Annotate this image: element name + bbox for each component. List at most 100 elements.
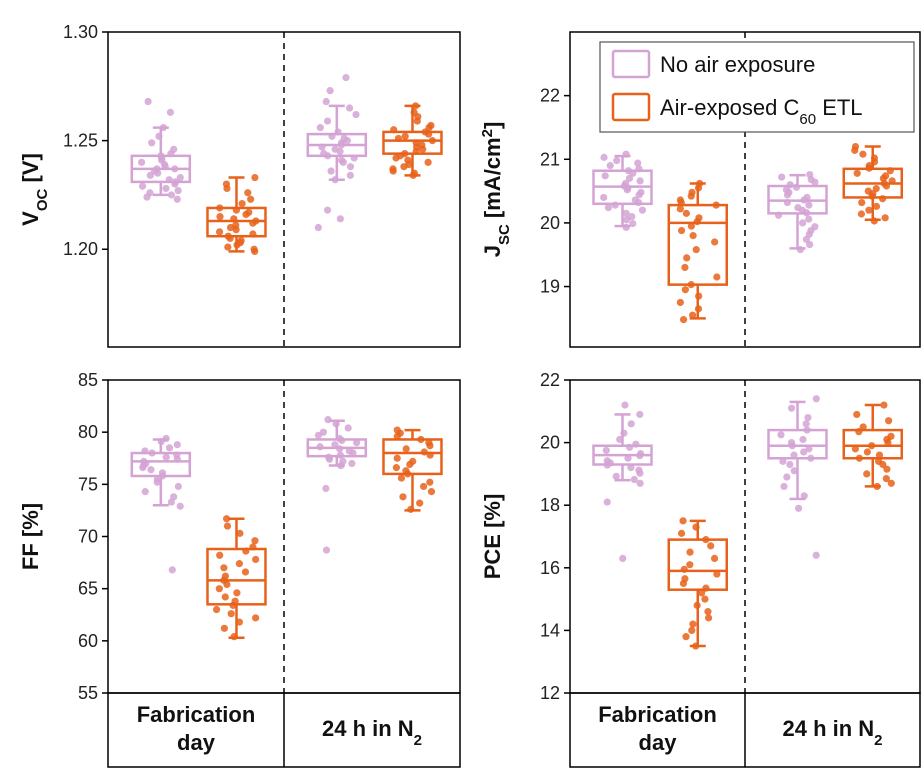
data-point	[677, 226, 686, 235]
data-point	[332, 420, 340, 428]
data-point	[622, 223, 630, 231]
data-point	[636, 177, 644, 185]
data-point	[803, 426, 811, 434]
data-point	[853, 410, 861, 419]
data-point	[805, 215, 813, 223]
data-point	[868, 442, 876, 450]
data-point	[342, 74, 350, 82]
data-point	[783, 198, 791, 207]
data-point	[345, 104, 354, 112]
panel-pce: 12 14 16 18 20 22 PCE [%]	[480, 370, 921, 703]
data-point	[397, 474, 406, 482]
data-point	[232, 206, 241, 214]
data-point	[343, 137, 352, 145]
data-point	[336, 215, 344, 223]
data-point	[694, 184, 703, 192]
data-point	[409, 171, 417, 179]
data-point	[139, 464, 147, 472]
data-point	[802, 235, 810, 244]
data-point	[679, 517, 687, 525]
data-point	[873, 482, 881, 491]
data-point	[686, 548, 694, 556]
data-point	[626, 443, 634, 451]
data-point	[251, 537, 259, 545]
data-point	[148, 449, 156, 457]
data-point	[349, 449, 357, 457]
data-point	[141, 447, 149, 455]
data-point	[144, 97, 152, 106]
category-axis-pce: Fabrication day 24 h in N2	[569, 692, 921, 768]
data-point	[677, 529, 686, 537]
data-point	[216, 213, 224, 221]
data-point	[420, 448, 428, 456]
data-point	[806, 240, 814, 249]
data-point	[242, 547, 250, 555]
data-point	[629, 169, 637, 177]
data-point	[774, 211, 783, 219]
data-point	[392, 464, 400, 472]
box-air_exposed-24h-n2	[842, 401, 903, 491]
data-point	[226, 223, 235, 232]
data-point	[624, 454, 632, 462]
data-point	[688, 626, 696, 635]
data-point	[171, 180, 179, 188]
y-tick-label: 22	[540, 370, 560, 390]
data-point	[171, 165, 179, 173]
data-point	[682, 633, 690, 641]
data-point	[882, 182, 891, 190]
data-point	[227, 610, 235, 618]
data-point	[612, 472, 620, 481]
y-tick-label: 1.20	[63, 239, 98, 259]
data-point	[223, 522, 232, 530]
data-point	[623, 216, 631, 224]
data-point	[870, 217, 878, 225]
data-point	[174, 482, 182, 491]
data-point	[676, 205, 684, 213]
panel-jsc: 19 20 21 22 JSC [mA/cm2]	[479, 31, 921, 348]
data-point	[622, 209, 630, 217]
data-point	[416, 499, 424, 507]
data-point	[318, 143, 326, 151]
data-point	[600, 153, 608, 161]
data-point	[154, 169, 162, 177]
data-point	[221, 593, 229, 601]
category-fabrication-day-line1: Fabrication	[137, 702, 256, 727]
data-point	[251, 247, 259, 256]
data-point	[413, 117, 421, 125]
data-point	[687, 222, 695, 230]
data-point	[681, 263, 689, 272]
data-point	[348, 459, 356, 468]
data-point	[863, 448, 871, 456]
data-point	[235, 560, 243, 568]
data-point	[880, 401, 888, 409]
data-point	[158, 472, 167, 480]
data-point	[710, 554, 719, 563]
data-point	[166, 108, 175, 116]
data-point	[336, 147, 344, 156]
data-point	[249, 543, 257, 551]
data-point	[855, 454, 863, 462]
data-point	[404, 470, 412, 478]
data-point	[220, 624, 228, 632]
data-point	[681, 286, 689, 294]
legend-swatch-no-air	[611, 49, 651, 79]
data-point	[795, 504, 803, 512]
data-point	[868, 192, 876, 200]
data-point	[352, 110, 360, 119]
y-axis-label: JSC [mA/cm2]	[479, 122, 513, 258]
panel-ff: 55 60 65 70 75 80 85 FF [%]	[18, 370, 461, 703]
data-point	[159, 123, 167, 132]
box-iqr	[382, 130, 443, 155]
legend-frame	[599, 41, 915, 133]
data-point	[623, 186, 631, 194]
data-point	[799, 435, 807, 444]
data-point	[393, 432, 401, 440]
data-point	[704, 608, 712, 616]
box-no_air-24h-n2	[306, 74, 368, 232]
data-point	[331, 176, 339, 184]
box-iqr	[667, 203, 728, 286]
data-point	[402, 445, 410, 453]
data-point	[392, 154, 400, 162]
data-point	[137, 158, 146, 166]
